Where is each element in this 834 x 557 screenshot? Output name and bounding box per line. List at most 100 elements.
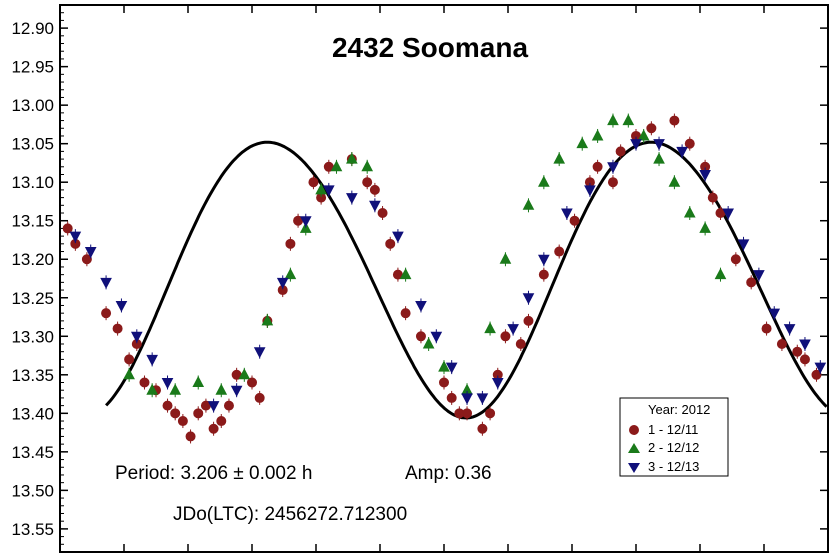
data-point-series-1 [308,177,319,188]
data-point-series-3 [299,216,312,228]
data-point-series-2 [653,152,665,164]
data-point-series-2 [169,383,182,395]
data-point-series-1 [615,146,626,157]
data-point-series-2 [146,383,158,395]
data-point-series-3 [768,308,781,320]
data-point-series-1 [377,208,388,219]
y-tick-label: 13.20 [11,250,54,269]
data-point-series-1 [485,408,496,419]
data-point-series-3 [522,293,535,305]
data-point-series-1 [81,254,92,265]
data-point-series-1 [446,392,457,403]
data-point-series-3 [230,385,243,397]
data-point-series-1 [247,377,257,388]
data-point-series-2 [123,368,135,380]
data-point-series-2 [215,383,228,395]
data-point-series-1 [369,184,380,195]
data-point-series-1 [500,331,511,342]
y-tick-label: 13.05 [11,135,54,154]
y-tick-label: 13.00 [11,96,54,115]
data-point-series-2 [538,175,550,187]
data-point-series-1 [223,400,234,411]
data-point-series-1 [462,408,473,419]
data-point-series-3 [561,208,573,220]
data-point-series-1 [62,223,73,234]
data-point-series-1 [216,416,227,427]
y-axis-ticks: 12.90 12.95 13.00 13.05 13.10 13.15 13.20 13.25… [11,4,828,553]
data-point-series-3 [100,277,112,289]
y-tick-label: 13.10 [11,173,54,192]
amp-annotation: Amp: 0.36 [405,463,492,484]
data-point-series-2 [699,221,711,233]
data-point-series-1 [477,423,488,434]
data-point-series-1 [707,192,718,203]
data-point-series-3 [607,162,619,174]
data-point-series-1 [669,115,680,126]
data-point-series-3 [69,231,82,243]
y-tick-label: 13.50 [11,481,54,500]
data-point-series-1 [101,308,112,319]
legend: Year: 2012 1 - 12/11 2 - 12/12 3 - 12/13 [619,397,729,477]
jdo-annotation: JDo(LTC): 2456272.712300 [173,504,407,525]
data-point-series-2 [284,268,297,280]
data-point-series-3 [799,339,811,351]
data-point-series-3 [161,378,174,390]
data-point-series-3 [753,270,765,282]
data-point-series-2 [399,268,412,280]
data-point-series-3 [630,139,642,151]
data-point-series-2 [261,314,274,326]
data-point-series-1 [177,416,188,427]
y-tick-label: 13.25 [11,289,54,308]
data-point-series-2 [668,175,681,187]
data-point-series-1 [607,177,618,188]
data-point-series-1 [746,277,757,288]
data-point-series-1 [811,369,822,380]
data-point-series-2 [553,152,566,164]
data-point-series-1 [400,308,411,319]
data-point-series-3 [699,169,711,182]
data-point-series-3 [814,362,827,374]
data-point-series-1 [439,377,449,388]
data-point-series-1 [523,315,534,326]
data-point-series-2 [484,322,496,334]
data-point-series-3 [538,254,550,266]
data-point-series-1 [646,123,657,134]
data-point-series-1 [792,346,803,357]
data-point-series-3 [322,185,335,197]
data-point-series-1 [112,323,123,334]
data-point-series-2 [330,160,343,172]
x-axis-ticks [123,5,765,552]
data-point-series-2 [346,152,358,164]
data-point-series-3 [207,401,220,413]
data-point-series-1 [208,423,219,434]
legend-entry-1: 1 - 12/11 [648,422,698,437]
y-tick-label: 13.55 [11,520,54,539]
y-tick-label: 13.35 [11,366,54,385]
y-tick-label: 13.15 [11,212,54,231]
data-point-series-2 [683,206,696,218]
data-point-series-3 [584,185,596,197]
data-point-series-1 [415,331,426,342]
legend-entry-2: 2 - 12/12 [648,440,699,455]
data-point-series-1 [592,161,603,172]
data-point-series-2 [714,268,727,280]
data-point-series-3 [653,139,665,151]
data-point-series-1 [139,377,150,388]
data-point-series-3 [253,347,266,359]
data-point-series-1 [538,269,549,280]
data-point-series-2 [576,137,589,149]
chart-title: 2432 Soomana [332,32,529,63]
data-point-series-3 [369,200,381,212]
data-point-series-3 [476,393,489,405]
data-point-series-2 [499,252,512,264]
data-point-series-2 [622,113,635,126]
data-point-series-3 [392,231,404,243]
legend-marker-2 [628,443,640,453]
data-point-series-2 [361,160,374,172]
data-point-series-1 [730,254,741,265]
data-point-series-3 [276,277,289,289]
data-point-series-3 [783,324,796,336]
y-tick-label: 12.90 [11,19,54,38]
data-point-series-2 [192,375,205,388]
